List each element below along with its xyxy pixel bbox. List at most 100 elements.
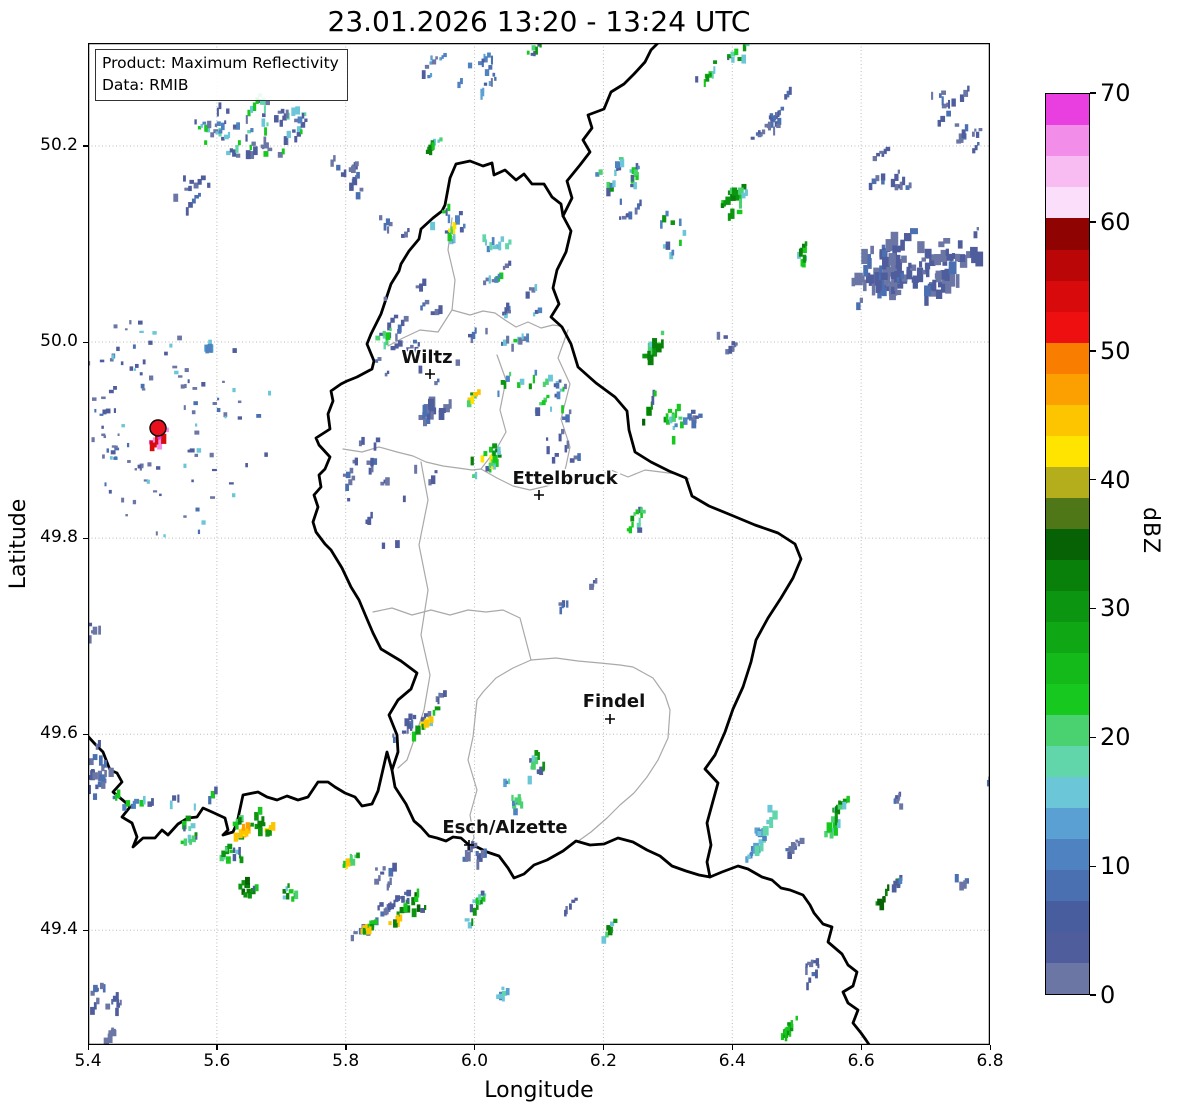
echo-pixel [772, 115, 777, 121]
echo-pixel [97, 781, 104, 788]
echo-pixel [91, 397, 97, 401]
echo-pixel [370, 511, 373, 519]
echo-pixel [517, 794, 521, 801]
echo-pixel [155, 434, 159, 445]
echo-pixel [868, 274, 875, 286]
data-source-line: Data: RMIB [102, 75, 189, 94]
echo-pixel [635, 171, 639, 181]
echo-pixel [491, 459, 496, 468]
echo-pixel [672, 425, 675, 431]
echo-pixel [470, 396, 475, 404]
echo-pixel [263, 151, 269, 157]
echo-pixel [410, 344, 414, 354]
echo-pixel [716, 331, 721, 340]
echo-pixel [758, 839, 764, 845]
echo-pixel [437, 139, 440, 143]
echo-pixel [895, 879, 900, 883]
echo-pixel [463, 223, 466, 229]
city-label: Findel [583, 691, 646, 712]
echo-pixel [189, 179, 194, 184]
echo-pixel [300, 129, 303, 135]
echo-pixel [116, 789, 121, 799]
echo-pixel [188, 826, 192, 832]
echo-pixel [111, 999, 114, 1005]
echo-pixel [873, 267, 880, 275]
echo-pixel [91, 437, 95, 443]
echo-pixel [477, 900, 481, 906]
x-tick-mark [602, 1045, 605, 1050]
echo-pixel [839, 801, 843, 806]
echo-pixel [480, 849, 485, 859]
echo-pixel [343, 169, 347, 178]
echo-pixel [395, 540, 400, 549]
echo-pixel [978, 128, 983, 132]
echo-pixel [389, 327, 392, 332]
echo-pixel [883, 896, 886, 900]
echo-pixel [383, 341, 386, 350]
echo-pixel [217, 397, 220, 401]
figure-title: 23.01.2026 13:20 - 13:24 UTC [327, 5, 751, 38]
echo-pixel [477, 389, 481, 395]
echo-pixel [946, 110, 951, 117]
echo-pixel [191, 835, 196, 841]
echo-pixel [642, 418, 646, 426]
echo-pixel [483, 451, 488, 457]
echo-pixel [806, 982, 809, 991]
echo-pixel [115, 793, 118, 801]
echo-pixel [512, 803, 517, 809]
echo-pixel [122, 804, 127, 811]
echo-pixel [401, 730, 407, 734]
echo-pixel [941, 90, 946, 95]
echo-pixel [957, 240, 963, 249]
echo-pixel [977, 141, 980, 146]
echo-pixel [970, 246, 978, 258]
echo-pixel [266, 122, 269, 127]
echo-pixel [221, 136, 225, 141]
echo-pixel [959, 881, 964, 891]
echo-pixel [137, 464, 142, 469]
echo-pixel [418, 414, 424, 421]
echo-pixel [104, 482, 107, 487]
echo-pixel [187, 379, 190, 384]
echo-pixel [910, 228, 918, 235]
echo-pixel [891, 884, 897, 893]
echo-pixel [103, 1037, 109, 1045]
echo-pixel [511, 343, 514, 352]
echo-pixel [887, 884, 890, 891]
echo-pixel [208, 796, 212, 805]
echo-pixel [729, 187, 734, 198]
echo-pixel [195, 832, 198, 840]
echo-pixel [495, 448, 498, 453]
echo-pixel [621, 215, 627, 220]
x-tick-mark [731, 1045, 734, 1050]
echo-pixel [651, 347, 658, 357]
echo-pixel [692, 415, 697, 424]
echo-pixel [676, 403, 681, 412]
echo-pixel [288, 889, 294, 894]
echo-pixel [294, 135, 298, 143]
echo-pixel [265, 100, 270, 106]
echo-pixel [406, 897, 410, 904]
echo-pixel [404, 231, 408, 238]
echo-pixel [559, 388, 564, 392]
echo-pixel [899, 181, 903, 190]
echo-pixel [635, 509, 640, 515]
echo-pixel [925, 267, 928, 273]
echo-pixel [385, 218, 391, 226]
echo-pixel [420, 907, 425, 913]
echo-pixel [941, 278, 949, 287]
colorbar-segment [1046, 931, 1089, 963]
echo-pixel [414, 346, 419, 355]
colorbar-segment [1046, 900, 1089, 932]
echo-pixel [831, 816, 836, 823]
country-border-luxembourg [311, 159, 803, 880]
echo-pixel [116, 999, 120, 1008]
echo-pixel [395, 333, 398, 341]
echo-pixel [514, 797, 519, 803]
echo-pixel [935, 289, 943, 299]
echo-pixel [545, 437, 549, 441]
echo-pixel [480, 455, 485, 463]
y-axis-label: Latitude [6, 498, 31, 590]
echo-pixel [381, 542, 386, 549]
echo-pixel [181, 820, 187, 830]
